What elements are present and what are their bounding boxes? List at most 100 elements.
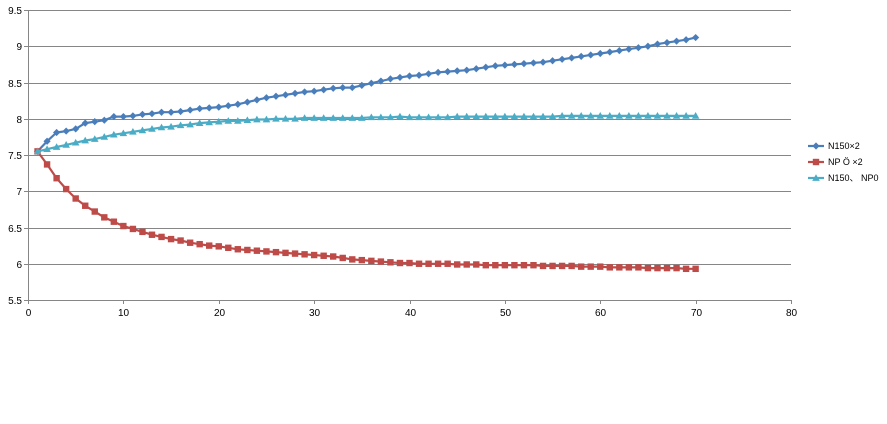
data-point: [53, 175, 60, 182]
data-point: [186, 239, 194, 246]
data-point: [330, 253, 337, 260]
data-point: [81, 136, 90, 144]
data-point: [43, 161, 51, 168]
data-point: [558, 262, 566, 270]
data-point: [568, 54, 576, 62]
data-point: [291, 89, 299, 97]
data-point: [520, 262, 528, 269]
x-tick-label: 40: [405, 308, 417, 319]
data-point: [539, 262, 547, 270]
series-2-line: [36, 150, 696, 270]
data-point: [606, 48, 614, 56]
data-point: [396, 73, 404, 82]
data-point: [215, 243, 222, 250]
data-point: [615, 112, 624, 119]
data-point: [243, 98, 251, 106]
series-1-line: [36, 36, 696, 153]
data-point: [33, 147, 42, 155]
data-point: [43, 137, 51, 145]
data-point: [272, 114, 280, 122]
data-point: [692, 33, 700, 42]
data-point: [596, 49, 604, 58]
data-point: [558, 55, 566, 63]
data-point: [139, 228, 146, 236]
legend-label: NP Ö ×2: [828, 157, 863, 167]
legend-marker: [812, 158, 820, 166]
data-point: [224, 117, 233, 124]
data-point: [138, 126, 147, 134]
data-point: [462, 112, 471, 120]
data-point: [91, 208, 98, 215]
data-point: [148, 110, 156, 118]
data-point: [243, 116, 252, 124]
data-point: [653, 112, 662, 119]
data-point: [253, 96, 261, 104]
data-point: [186, 106, 194, 114]
data-point: [206, 242, 213, 249]
data-point: [606, 264, 613, 271]
data-point: [129, 128, 137, 135]
data-point: [53, 128, 61, 137]
data-point: [548, 57, 557, 65]
data-point: [272, 248, 280, 256]
data-point: [672, 112, 681, 119]
x-axis-tick-labels: 0 10 20 30 40 50 60 70 80: [26, 308, 798, 319]
data-point: [244, 246, 251, 254]
data-point: [482, 63, 490, 71]
x-tick-label: 0: [26, 308, 32, 319]
data-point: [320, 252, 327, 259]
data-point: [82, 202, 89, 209]
data-point: [253, 247, 261, 254]
data-point: [196, 105, 204, 113]
data-point: [510, 60, 519, 68]
y-tick-label: 8: [16, 115, 22, 126]
series-2: [34, 148, 699, 273]
data-point: [186, 120, 194, 128]
legend-marker: [812, 174, 820, 181]
y-tick-label: 6: [16, 260, 22, 271]
data-point: [434, 68, 442, 76]
data-point: [339, 254, 346, 262]
data-point: [177, 107, 185, 116]
data-point: [597, 263, 604, 270]
data-point: [415, 113, 423, 121]
data-point: [253, 115, 261, 123]
legend-label: N150×2: [828, 141, 860, 151]
data-point: [167, 122, 175, 130]
data-point: [262, 94, 271, 102]
data-point: [386, 113, 395, 121]
data-point: [129, 225, 137, 233]
data-point: [548, 112, 557, 120]
data-point: [90, 135, 99, 142]
data-point: [453, 261, 461, 268]
data-point: [616, 264, 623, 271]
data-point: [444, 68, 452, 76]
data-point: [691, 112, 700, 119]
data-point: [510, 112, 519, 120]
data-point: [663, 264, 671, 272]
x-tick-label: 50: [500, 308, 512, 319]
data-point: [167, 108, 175, 116]
data-point: [120, 222, 127, 230]
x-tick-label: 80: [786, 308, 798, 319]
data-point: [443, 113, 452, 121]
data-point: [205, 104, 213, 112]
data-point: [491, 62, 499, 70]
data-point: [405, 72, 414, 80]
data-point: [529, 112, 538, 120]
x-tick-label: 70: [691, 308, 703, 319]
data-point: [482, 112, 490, 120]
data-point: [282, 249, 289, 257]
data-point: [663, 112, 671, 119]
data-point: [587, 51, 595, 59]
data-point: [672, 37, 681, 45]
data-point: [358, 256, 366, 264]
data-point: [358, 114, 366, 121]
data-point: [215, 103, 223, 111]
data-point: [129, 112, 137, 120]
data-point: [558, 112, 566, 119]
data-point: [195, 119, 204, 126]
data-point: [196, 240, 203, 248]
data-point: [157, 123, 166, 131]
